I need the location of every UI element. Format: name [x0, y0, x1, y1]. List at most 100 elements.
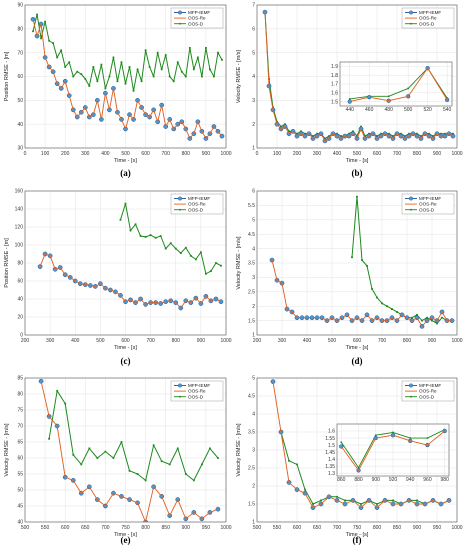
data-point-oos-d	[360, 503, 362, 505]
y-tick-label: 2.5	[248, 290, 255, 296]
x-tick-label: 550	[41, 525, 50, 531]
series-line-oos-d	[48, 390, 219, 481]
data-point-oos-d	[209, 447, 211, 450]
legend-box	[170, 7, 224, 29]
data-point-oos-d	[112, 56, 115, 59]
y-axis-label: Position RMSE - [m]	[4, 51, 10, 101]
data-point-oos-d	[44, 20, 46, 23]
data-point-oos-d	[64, 402, 67, 405]
data-point-inset-oos-d	[407, 87, 409, 90]
data-point-oos-d	[356, 135, 358, 137]
data-point-inset-oos-d	[392, 431, 394, 434]
legend-label: MFP-IEMF	[188, 196, 210, 201]
data-point-oos-d	[452, 132, 454, 135]
y-tick-label: 1.9	[331, 64, 338, 70]
plot-frame	[256, 4, 458, 149]
x-tick-label: 200	[21, 338, 30, 344]
x-tick-label: 500	[121, 151, 130, 157]
legend-label: OOS-D	[419, 21, 435, 26]
data-point-oos-d	[116, 80, 119, 83]
y-tick-label: 1	[252, 520, 255, 526]
data-point-oos-d	[316, 132, 318, 135]
x-tick-label: 900	[433, 151, 442, 157]
data-point-inset-oos-d	[409, 437, 412, 439]
x-tick-label: 800	[373, 525, 382, 531]
legend-marker	[409, 196, 414, 201]
x-tick-label: 540	[443, 107, 452, 113]
y-tick-label: 40	[17, 122, 23, 128]
y-tick-label: 1.3	[328, 471, 335, 477]
data-point-oos-d	[436, 322, 438, 325]
data-point-oos-d	[164, 247, 167, 250]
data-point-oos-d	[96, 80, 99, 83]
x-tick-label: 400	[71, 338, 80, 344]
x-tick-label: 0	[24, 151, 27, 157]
series-line-oos-re	[39, 253, 222, 309]
legend-label: OOS-Re	[188, 389, 206, 394]
data-point-oos-d	[420, 135, 422, 137]
y-tick-label: 5	[252, 218, 255, 224]
x-axis-label: Time - [s]	[346, 532, 369, 538]
y-tick-label: 1	[252, 146, 255, 152]
data-point-inset-oos-d	[387, 95, 390, 98]
data-point-oos-d	[48, 39, 51, 42]
data-point-oos-d	[68, 61, 71, 64]
data-point-oos-d	[176, 61, 179, 64]
y-tick-label: 140	[15, 207, 24, 213]
y-tick-label: 5	[252, 50, 255, 56]
series-line-oos-re	[32, 19, 223, 139]
data-point-oos-d	[56, 56, 59, 59]
x-tick-label: 1000	[220, 525, 231, 531]
legend-marker	[179, 395, 181, 398]
data-point-oos-d	[200, 75, 203, 78]
data-point-oos-d	[148, 66, 151, 68]
x-axis-label: Time - [s]	[114, 532, 137, 538]
data-point-oos-d	[213, 75, 215, 78]
y-tick-label: 4	[252, 412, 255, 418]
data-point-oos-d	[120, 441, 123, 443]
data-point-oos-d	[388, 132, 390, 135]
data-point-inset-oos-d	[374, 434, 377, 437]
series-group	[38, 378, 221, 522]
panel-label: (a)	[120, 168, 131, 178]
data-point-oos-d	[381, 302, 383, 305]
legend-label: MFP-IEMF	[419, 383, 441, 388]
data-point-oos-d	[344, 499, 346, 502]
legend-label: OOS-Re	[188, 16, 206, 21]
x-tick-label: 300	[46, 338, 55, 344]
x-tick-label: 880	[354, 477, 363, 483]
data-point-oos-d	[84, 77, 87, 80]
x-tick-label: 400	[101, 151, 110, 157]
data-point-oos-d	[352, 130, 354, 133]
data-point-oos-d	[134, 223, 137, 226]
y-tick-label: 3	[252, 275, 255, 281]
x-tick-label: 940	[406, 477, 415, 483]
x-tick-label: 1000	[451, 525, 462, 531]
x-tick-label: 900	[413, 525, 422, 531]
x-tick-label: 860	[337, 477, 346, 483]
data-point-oos-d	[149, 234, 152, 236]
x-tick-label: 0	[256, 151, 259, 157]
inset-frame	[336, 423, 450, 477]
legend-label: OOS-D	[188, 21, 204, 26]
x-tick-label: 300	[313, 151, 322, 157]
data-point-oos-d	[194, 258, 197, 261]
y-tick-label: 3.5	[248, 261, 255, 267]
panel-label: (e)	[121, 535, 131, 545]
x-axis-label: Time - [s]	[346, 345, 369, 351]
data-point-oos-d	[304, 132, 306, 135]
data-point-mfp-iemf	[218, 299, 224, 305]
data-point-inset-oos-d	[348, 98, 351, 100]
legend-label: OOS-Re	[419, 389, 437, 394]
data-point-oos-d	[154, 236, 157, 239]
data-point-oos-d	[416, 313, 418, 316]
data-point-oos-d	[304, 488, 306, 491]
series-group	[37, 202, 224, 311]
data-point-oos-d	[174, 247, 177, 250]
data-point-oos-d	[129, 229, 132, 232]
y-tick-label: 60	[17, 279, 23, 285]
y-tick-label: 7	[252, 3, 255, 9]
y-tick-label: 160	[15, 189, 24, 195]
data-point-oos-d	[180, 70, 183, 73]
y-tick-label: 3	[252, 448, 255, 454]
